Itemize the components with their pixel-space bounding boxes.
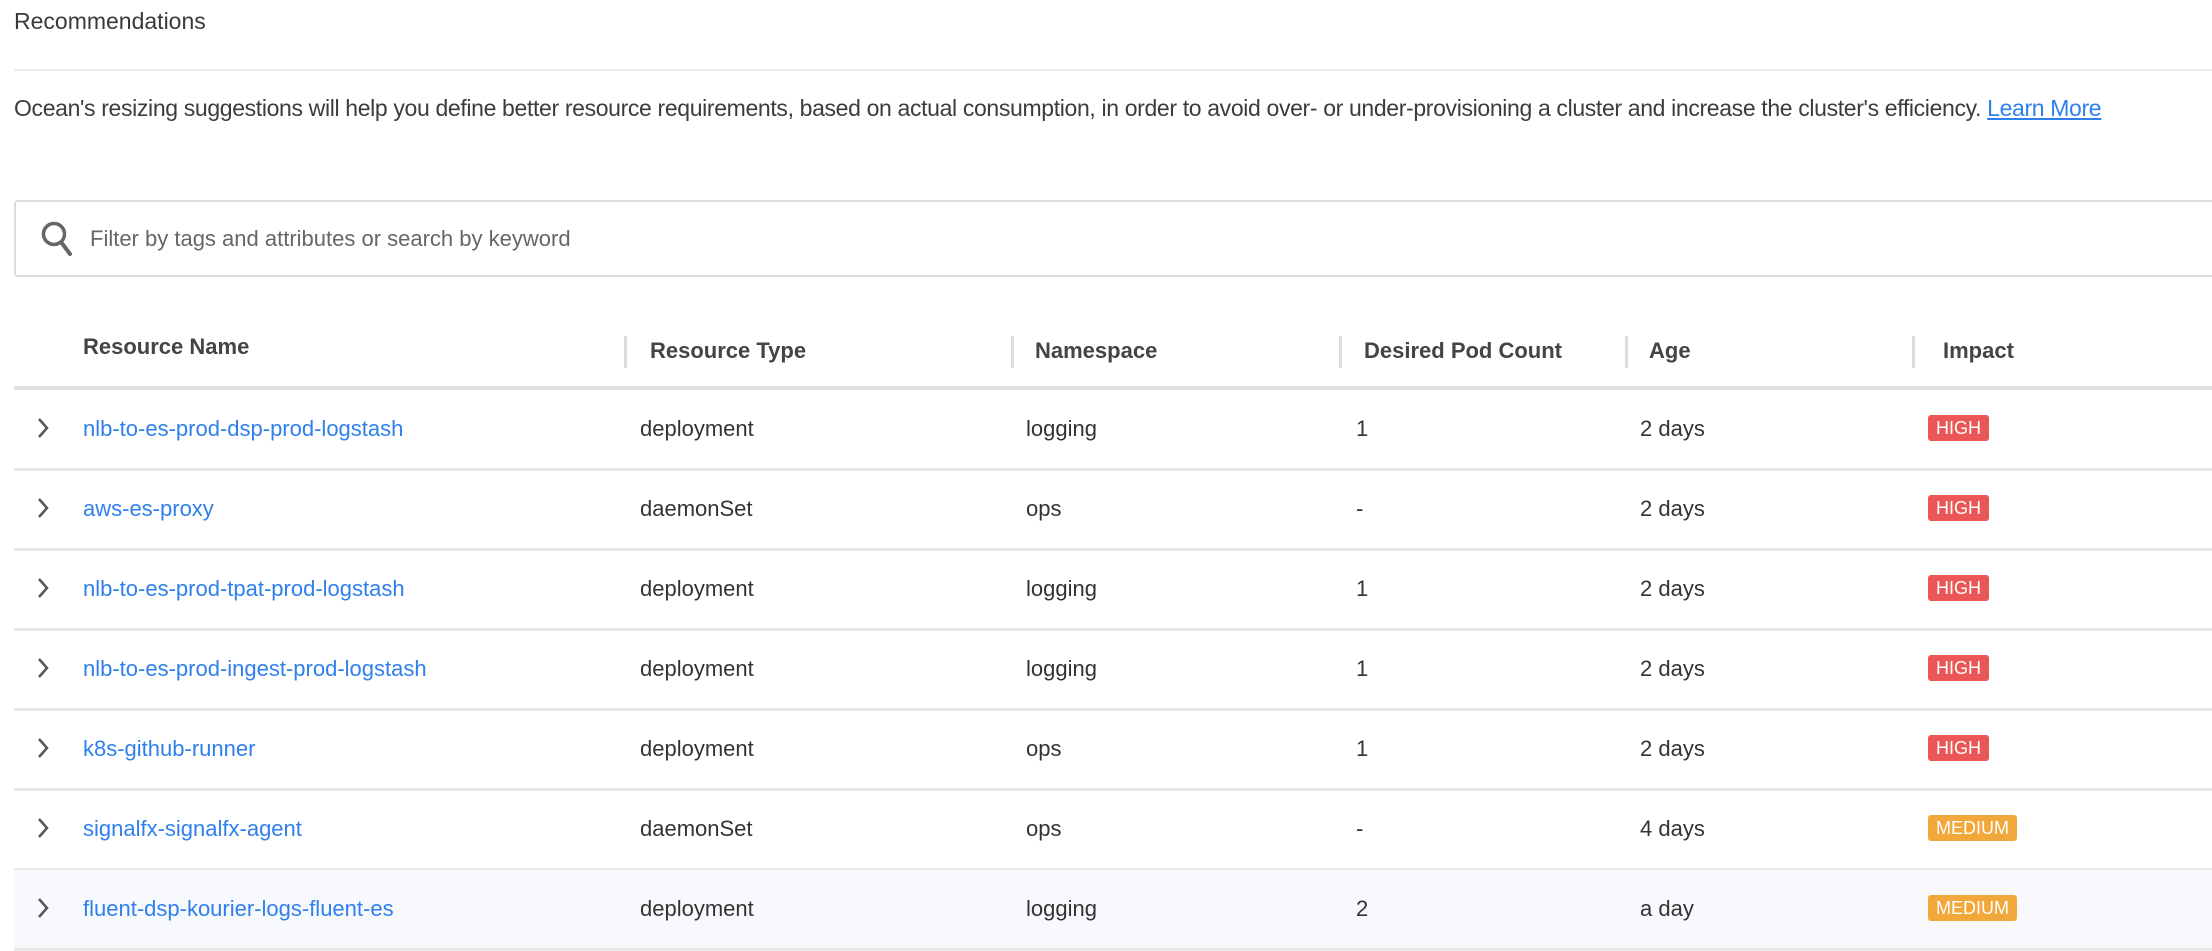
namespace: logging (1026, 576, 1097, 601)
resource-name-link[interactable]: fluent-dsp-kourier-logs-fluent-es (83, 896, 394, 921)
impact-badge: MEDIUM (1928, 815, 2017, 841)
search-icon (41, 221, 72, 256)
description: Ocean's resizing suggestions will help y… (14, 90, 2204, 127)
section-title: Recommendations (14, 8, 206, 34)
chevron-right-icon[interactable] (36, 896, 50, 920)
column-resizer[interactable] (1011, 336, 1014, 368)
age: 2 days (1640, 576, 1705, 601)
divider (14, 69, 2212, 71)
column-resizer[interactable] (1912, 336, 1915, 368)
desired-pod-count: 1 (1356, 416, 1369, 441)
desired-pod-count: 1 (1356, 656, 1369, 681)
namespace: logging (1026, 656, 1097, 681)
namespace: ops (1026, 736, 1062, 761)
table-row[interactable]: k8s-github-runner deployment ops 1 2 day… (14, 710, 2212, 791)
impact-badge: HIGH (1928, 415, 1989, 441)
desired-pod-count: 1 (1356, 736, 1369, 761)
desired-pod-count: 2 (1356, 896, 1369, 921)
age: a day (1640, 896, 1694, 921)
desired-pod-count: - (1356, 496, 1364, 521)
resource-name-link[interactable]: nlb-to-es-prod-ingest-prod-logstash (83, 656, 427, 681)
chevron-right-icon[interactable] (36, 416, 50, 440)
table-header: Resource Name Resource Type Namespace De… (14, 310, 2212, 390)
namespace: ops (1026, 496, 1062, 521)
column-resizer[interactable] (1625, 336, 1628, 368)
namespace: logging (1026, 416, 1097, 441)
column-age[interactable]: Age (1649, 338, 1691, 363)
resource-type: deployment (640, 416, 754, 441)
age: 2 days (1640, 416, 1705, 441)
chevron-right-icon[interactable] (36, 816, 50, 840)
age: 2 days (1640, 496, 1705, 521)
column-namespace[interactable]: Namespace (1035, 338, 1158, 363)
resource-name-link[interactable]: aws-es-proxy (83, 496, 214, 521)
resource-type: deployment (640, 736, 754, 761)
desired-pod-count: 1 (1356, 576, 1369, 601)
table-row[interactable]: nlb-to-es-prod-dsp-prod-logstash deploym… (14, 390, 2212, 471)
resource-type: daemonSet (640, 816, 753, 841)
resource-type: daemonSet (640, 496, 753, 521)
resource-name-link[interactable]: k8s-github-runner (83, 736, 256, 761)
column-desired-pod-count[interactable]: Desired Pod Count (1364, 338, 1563, 363)
table-row[interactable]: nlb-to-es-prod-tpat-prod-logstash deploy… (14, 550, 2212, 631)
impact-badge: HIGH (1928, 735, 1989, 761)
age: 2 days (1640, 656, 1705, 681)
table-row[interactable]: fluent-dsp-kourier-logs-fluent-es deploy… (14, 870, 2212, 951)
column-resizer[interactable] (624, 336, 627, 368)
resource-type: deployment (640, 576, 754, 601)
resource-name-link[interactable]: nlb-to-es-prod-tpat-prod-logstash (83, 576, 405, 601)
search-box[interactable] (14, 200, 2212, 277)
description-text: Ocean's resizing suggestions will help y… (14, 95, 1988, 121)
impact-badge: HIGH (1928, 655, 1989, 681)
table-row[interactable]: aws-es-proxy daemonSet ops - 2 days HIGH (14, 470, 2212, 551)
resource-type: deployment (640, 656, 754, 681)
impact-badge: HIGH (1928, 575, 1989, 601)
column-resource-name[interactable]: Resource Name (83, 334, 250, 359)
chevron-right-icon[interactable] (36, 736, 50, 760)
resource-name-link[interactable]: nlb-to-es-prod-dsp-prod-logstash (83, 416, 404, 441)
chevron-right-icon[interactable] (36, 496, 50, 520)
namespace: logging (1026, 896, 1097, 921)
table-row[interactable]: nlb-to-es-prod-ingest-prod-logstash depl… (14, 630, 2212, 711)
learn-more-link[interactable]: Learn More (1987, 95, 2102, 121)
impact-badge: HIGH (1928, 495, 1989, 521)
column-resizer[interactable] (1339, 336, 1342, 368)
impact-badge: MEDIUM (1928, 895, 2017, 921)
namespace: ops (1026, 816, 1062, 841)
resource-name-link[interactable]: signalfx-signalfx-agent (83, 816, 302, 841)
age: 2 days (1640, 736, 1705, 761)
chevron-right-icon[interactable] (36, 576, 50, 600)
search-input[interactable] (88, 216, 1292, 262)
age: 4 days (1640, 816, 1705, 841)
desired-pod-count: - (1356, 816, 1364, 841)
column-impact[interactable]: Impact (1943, 338, 2014, 363)
table-row[interactable]: signalfx-signalfx-agent daemonSet ops - … (14, 790, 2212, 871)
resource-type: deployment (640, 896, 754, 921)
column-resource-type[interactable]: Resource Type (650, 338, 807, 363)
chevron-right-icon[interactable] (36, 656, 50, 680)
